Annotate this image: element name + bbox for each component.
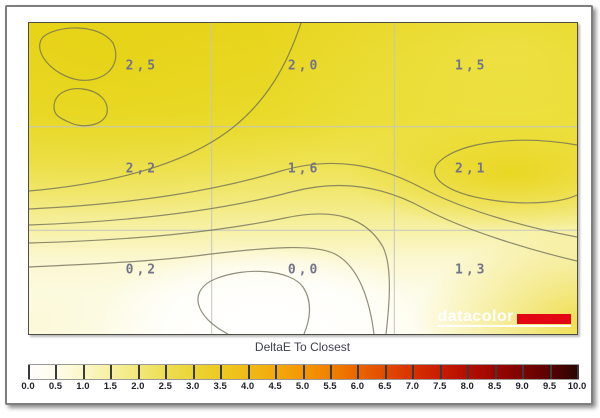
contour-plot-area: 2,5 2,0 1,5 2,2 1,6 2,1 0,2 0,0 1,3 data…	[28, 22, 578, 335]
colorbar-tick-mark	[165, 365, 168, 379]
colorbar-tick-label: 3.0	[186, 381, 200, 392]
colorbar-tick-label: 8.0	[460, 381, 474, 392]
colorbar-tick-label: 4.5	[268, 381, 282, 392]
colorbar-gradient	[28, 364, 579, 380]
colorbar-tick-mark	[329, 365, 332, 379]
colorbar-tick-label: 1.0	[76, 381, 90, 392]
colorbar-tick-mark	[28, 365, 30, 379]
colorbar-tick-mark	[137, 365, 140, 379]
field-midright-yellow	[346, 115, 577, 231]
cell-value-label: 1,5	[454, 58, 488, 74]
colorbar-tick-label: 2.0	[131, 381, 145, 392]
colorbar-tick-mark	[55, 365, 58, 379]
colorbar-tick-mark	[522, 365, 525, 379]
colorbar-tick-mark	[302, 365, 305, 379]
colorbar-tick-label: 5.0	[295, 381, 310, 392]
report-frame: 2,5 2,0 1,5 2,2 1,6 2,1 0,2 0,0 1,3 data…	[5, 5, 593, 405]
colorbar-tick-mark	[220, 365, 223, 379]
colorbar-tick-label: 0.5	[48, 381, 63, 392]
colorbar-tick-mark	[549, 365, 552, 379]
cell-value-label: 1,3	[454, 262, 488, 278]
colorbar-tick-label: 6.5	[378, 381, 392, 392]
cell-value-label: 2,5	[125, 58, 159, 74]
colorbar-tick-label: 7.0	[405, 381, 419, 392]
colorbar-tick-label: 7.5	[433, 381, 447, 392]
colorbar-tick-label: 3.5	[213, 381, 227, 392]
colorbar-tick-label: 0.0	[21, 381, 35, 392]
contour-lines	[29, 23, 577, 334]
colorbar-tick-mark	[110, 365, 113, 379]
colorbar-tick-mark	[192, 365, 195, 379]
datacolor-logo-red-bar	[517, 314, 571, 324]
colorbar-tick-label: 9.5	[542, 381, 557, 392]
colorbar-tick-mark	[439, 365, 442, 379]
colorbar-tick-label: 8.5	[488, 381, 502, 392]
grid-lines	[29, 23, 577, 334]
colorbar-tick-mark	[577, 365, 579, 379]
colorbar-tick-label: 4.0	[240, 381, 255, 392]
cell-value-label: 0,2	[125, 262, 159, 278]
cell-value-label: 2,1	[454, 161, 488, 177]
colorbar-tick-label: 9.0	[515, 381, 529, 392]
colorbar-tick-label: 6.0	[350, 381, 364, 392]
colorbar-tick-label: 2.5	[158, 381, 172, 392]
colorbar-tick-mark	[412, 365, 415, 379]
colorbar-tick-label: 5.5	[323, 381, 337, 392]
cell-value-label: 1,6	[287, 161, 321, 177]
field-white-minimum	[94, 245, 434, 334]
colorbar-tick-mark	[82, 365, 85, 379]
field-bottomright-yellow	[414, 228, 577, 334]
cell-value-label: 0,0	[287, 262, 321, 278]
colorbar-tick-labels: 0.0 0.5 1.0 1.5 2.0 2.5 3.0 3.5 4.0 4.5 …	[21, 381, 586, 394]
colorbar-tick-mark	[467, 365, 470, 379]
cell-value-label: 2,2	[125, 161, 159, 177]
colorbar-tick-label: 10.0	[567, 381, 587, 392]
colorbar-tick-mark	[275, 365, 278, 379]
colorbar-tick-mark	[357, 365, 360, 379]
cell-value-label: 2,0	[287, 58, 321, 74]
datacolor-logo-text: datacolor	[437, 308, 514, 325]
colorbar-tick-mark	[384, 365, 387, 379]
colorbar-title: DeltaE To Closest	[254, 340, 351, 354]
colorbar-tick-mark	[247, 365, 250, 379]
datacolor-logo: datacolor	[437, 308, 571, 327]
colorbar-tick-label: 1.5	[103, 381, 117, 392]
colorbar-tick-mark	[494, 365, 497, 379]
contour-field-svg	[29, 23, 577, 334]
